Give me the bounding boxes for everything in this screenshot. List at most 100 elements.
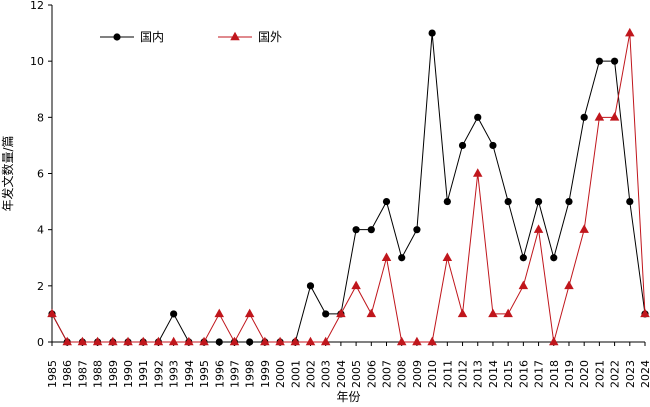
data-point bbox=[398, 254, 406, 262]
y-tick-label: 4 bbox=[37, 224, 44, 237]
data-point bbox=[565, 197, 573, 206]
data-point bbox=[246, 338, 254, 346]
data-point bbox=[579, 224, 589, 233]
legend-marker bbox=[230, 31, 240, 41]
data-point bbox=[305, 336, 316, 346]
data-point bbox=[322, 310, 330, 318]
data-point bbox=[47, 308, 57, 318]
data-point bbox=[366, 308, 377, 318]
data-point bbox=[320, 336, 331, 346]
data-point bbox=[626, 197, 634, 206]
data-point bbox=[595, 57, 603, 65]
series-0 bbox=[48, 29, 649, 346]
x-tick-label: 2012 bbox=[457, 360, 470, 388]
data-point bbox=[640, 308, 650, 318]
x-tick-label: 1995 bbox=[198, 360, 211, 388]
data-point bbox=[474, 113, 482, 121]
x-tick-label: 2006 bbox=[365, 360, 378, 388]
data-point bbox=[594, 112, 605, 121]
data-point bbox=[290, 336, 301, 346]
data-point bbox=[138, 336, 148, 346]
data-point bbox=[215, 338, 223, 346]
data-point bbox=[168, 336, 179, 346]
data-point bbox=[427, 336, 437, 346]
data-point bbox=[564, 280, 574, 290]
x-tick-label: 1999 bbox=[259, 360, 272, 388]
x-axis-title: 年份 bbox=[336, 390, 360, 404]
data-point bbox=[382, 197, 391, 206]
x-tick-label: 2000 bbox=[274, 360, 287, 388]
data-point bbox=[472, 168, 483, 177]
legend-item: 国外 bbox=[218, 30, 282, 44]
x-tick-label: 2003 bbox=[320, 360, 333, 388]
y-tick-label: 0 bbox=[37, 336, 44, 349]
series-layer bbox=[47, 27, 650, 346]
data-point bbox=[396, 336, 407, 346]
y-axis-ticks: 0 2 4 6 8 10 12 bbox=[30, 0, 52, 349]
data-point bbox=[519, 254, 527, 262]
data-point bbox=[489, 141, 497, 150]
x-tick-label: 1993 bbox=[168, 360, 181, 388]
data-point bbox=[260, 336, 270, 346]
data-point bbox=[534, 197, 543, 206]
legend-label: 国外 bbox=[258, 30, 282, 44]
x-tick-label: 2011 bbox=[441, 360, 454, 388]
y-tick-label: 6 bbox=[37, 168, 44, 181]
data-point bbox=[244, 308, 255, 318]
x-tick-label: 1998 bbox=[244, 360, 257, 388]
x-tick-label: 1986 bbox=[61, 360, 74, 388]
x-tick-label: 1994 bbox=[183, 360, 196, 388]
data-point bbox=[442, 252, 453, 261]
data-point bbox=[199, 336, 209, 346]
data-point bbox=[170, 310, 178, 318]
data-point bbox=[123, 336, 133, 346]
x-tick-label: 2010 bbox=[426, 360, 439, 388]
data-point bbox=[458, 141, 467, 150]
data-point bbox=[518, 280, 529, 290]
x-axis-ticks: 1985 1986 1987 1988 1989 1990 1991 1992 1993 1994… bbox=[46, 342, 650, 388]
data-point bbox=[428, 29, 436, 37]
data-point bbox=[92, 336, 103, 346]
x-tick-label: 2002 bbox=[304, 360, 317, 388]
y-axis-title: 年发文数量/篇 bbox=[0, 135, 15, 211]
data-point bbox=[352, 226, 360, 234]
data-point bbox=[153, 336, 164, 346]
data-point bbox=[367, 226, 375, 234]
x-tick-label: 2021 bbox=[593, 360, 606, 388]
x-tick-label: 1990 bbox=[122, 360, 135, 388]
x-tick-label: 2017 bbox=[533, 360, 546, 388]
data-point bbox=[550, 254, 558, 262]
legend-label: 国内 bbox=[140, 30, 164, 44]
data-point bbox=[275, 336, 285, 346]
legend-marker bbox=[113, 33, 121, 41]
data-point bbox=[351, 280, 361, 290]
x-tick-label: 1992 bbox=[152, 360, 165, 388]
data-point bbox=[457, 308, 468, 318]
x-tick-label: 1989 bbox=[107, 360, 120, 388]
data-point bbox=[184, 336, 194, 346]
data-point bbox=[381, 252, 392, 261]
data-point bbox=[549, 336, 559, 346]
x-tick-label: 2008 bbox=[396, 360, 409, 388]
data-point bbox=[443, 197, 451, 206]
x-tick-label: 2018 bbox=[548, 360, 561, 388]
data-point bbox=[488, 308, 498, 318]
x-tick-label: 1996 bbox=[213, 360, 226, 388]
axes bbox=[51, 5, 645, 343]
x-tick-label: 2014 bbox=[487, 360, 500, 388]
series-1 bbox=[47, 27, 650, 346]
data-point bbox=[108, 336, 118, 346]
x-tick-label: 2022 bbox=[609, 360, 622, 388]
data-point bbox=[504, 197, 512, 206]
x-tick-label: 2024 bbox=[639, 360, 650, 388]
data-point bbox=[62, 336, 72, 346]
data-point bbox=[533, 224, 544, 233]
x-tick-label: 2007 bbox=[381, 360, 394, 388]
data-point bbox=[306, 282, 315, 290]
x-tick-label: 2005 bbox=[350, 360, 363, 388]
x-tick-label: 2015 bbox=[502, 360, 515, 388]
series-line bbox=[51, 32, 646, 344]
x-tick-label: 2016 bbox=[517, 360, 530, 388]
data-point bbox=[610, 57, 619, 65]
